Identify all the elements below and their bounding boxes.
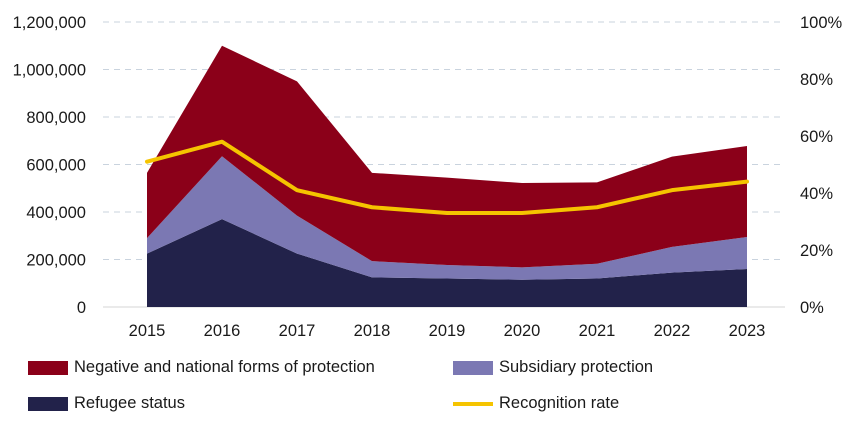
x-tick-label: 2015 bbox=[129, 322, 166, 340]
right-tick-label: 60% bbox=[800, 128, 833, 146]
x-axis: 2015 2016 2017 2018 2019 2020 2021 2022 2023 bbox=[129, 322, 766, 340]
legend-swatch-subsidiary bbox=[453, 360, 493, 375]
right-tick-label: 0% bbox=[800, 299, 824, 317]
x-tick-label: 2018 bbox=[354, 322, 391, 340]
stacked-areas bbox=[147, 45, 747, 307]
x-tick-label: 2017 bbox=[279, 322, 316, 340]
legend: Negative and national forms of protectio… bbox=[0, 352, 850, 422]
left-tick-label: 200,000 bbox=[26, 252, 86, 270]
left-tick-label: 1,200,000 bbox=[13, 14, 86, 32]
legend-item-refugee: Refugee status bbox=[28, 394, 185, 413]
x-tick-label: 2019 bbox=[429, 322, 466, 340]
x-tick-label: 2016 bbox=[204, 322, 241, 340]
x-tick-label: 2021 bbox=[579, 322, 616, 340]
legend-label-subsidiary: Subsidiary protection bbox=[499, 358, 654, 376]
right-tick-label: 80% bbox=[800, 71, 833, 89]
x-tick-label: 2023 bbox=[729, 322, 766, 340]
area-subsidiary-protection bbox=[147, 156, 747, 280]
right-tick-label: 40% bbox=[800, 185, 833, 203]
left-axis: 0 200,000 400,000 600,000 800,000 1,000,000 1,… bbox=[13, 14, 86, 317]
right-tick-label: 20% bbox=[800, 242, 833, 260]
legend-item-recognition-rate: Recognition rate bbox=[453, 394, 619, 413]
x-tick-label: 2022 bbox=[654, 322, 691, 340]
left-tick-label: 400,000 bbox=[26, 204, 86, 222]
left-tick-label: 600,000 bbox=[26, 157, 86, 175]
legend-item-subsidiary: Subsidiary protection bbox=[453, 358, 653, 377]
recognition-rate-layer bbox=[145, 139, 749, 215]
area-negative-and-national-forms-of-protection bbox=[147, 45, 747, 268]
right-axis: 0% 20% 40% 60% 80% 100% bbox=[800, 14, 843, 317]
legend-label-negative: Negative and national forms of protectio… bbox=[74, 358, 375, 376]
legend-label-refugee: Refugee status bbox=[74, 394, 185, 412]
x-tick-label: 2020 bbox=[504, 322, 541, 340]
area-refugee-status bbox=[147, 219, 747, 307]
right-tick-label: 100% bbox=[800, 14, 843, 32]
left-tick-label: 800,000 bbox=[26, 109, 86, 127]
legend-item-negative: Negative and national forms of protectio… bbox=[28, 358, 375, 377]
left-tick-label: 1,000,000 bbox=[13, 62, 86, 80]
legend-line-recognition-rate bbox=[453, 401, 493, 406]
left-tick-label: 0 bbox=[77, 299, 86, 317]
legend-swatch-negative bbox=[28, 360, 68, 375]
legend-swatch-refugee bbox=[28, 396, 68, 411]
legend-label-recognition-rate: Recognition rate bbox=[499, 394, 620, 412]
